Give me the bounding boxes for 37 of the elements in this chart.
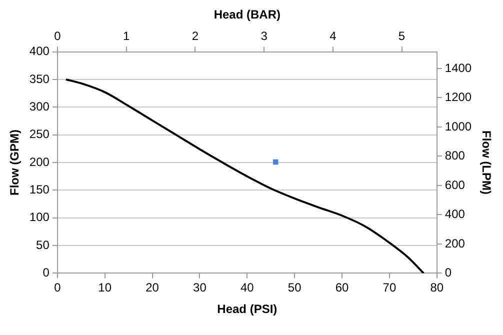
y2-tick-label: 400 <box>444 207 466 222</box>
y2-tick-label: 0 <box>444 266 452 280</box>
y-axis-title: Flow (GPM) <box>8 130 22 196</box>
y-tick-label: 350 <box>29 72 50 86</box>
y2-tick-label: 600 <box>444 178 466 192</box>
y-tick-label: 100 <box>29 210 50 224</box>
y2-tick-label: 200 <box>444 236 466 250</box>
x-tick-label: 50 <box>288 280 302 295</box>
y2-tick-label: 800 <box>444 148 466 163</box>
x-tick-label: 30 <box>193 280 207 295</box>
y2-axis-title: Flow (LPM) <box>479 130 494 194</box>
x2-tick-label: 2 <box>192 28 199 43</box>
x-tick-label: 0 <box>54 280 62 295</box>
y-tick-label: 200 <box>29 154 50 169</box>
y-tick-label: 0 <box>42 266 50 280</box>
x2-tick-label: 4 <box>330 28 337 43</box>
x-tick-label: 70 <box>382 280 396 295</box>
x-axis-title: Head (PSI) <box>217 302 278 316</box>
line-series <box>64 78 425 274</box>
x2-tick-label: 1 <box>122 28 130 43</box>
y-tick-label: 400 <box>29 44 50 58</box>
y-tick-label: 300 <box>29 99 50 114</box>
x2-tick-label: 3 <box>260 28 268 43</box>
x-tick-label: 20 <box>146 280 160 295</box>
x-tick-label: 10 <box>98 280 112 295</box>
x-tick-label: 60 <box>335 280 350 295</box>
x-tick-label: 40 <box>240 280 254 295</box>
y2-tick-label: 1400 <box>444 60 472 75</box>
y-tick-label: 250 <box>29 127 50 142</box>
x2-tick-label: 0 <box>54 28 62 43</box>
y-tick-label: 150 <box>29 182 50 196</box>
y2-tick-label: 1000 <box>444 119 472 134</box>
x-tick-label: 80 <box>430 280 444 295</box>
y-tick-label: 50 <box>36 238 50 252</box>
y2-tick-label: 1200 <box>444 90 472 104</box>
x2-axis-title: Head (BAR) <box>214 8 280 22</box>
x2-tick-label: 5 <box>398 28 406 43</box>
